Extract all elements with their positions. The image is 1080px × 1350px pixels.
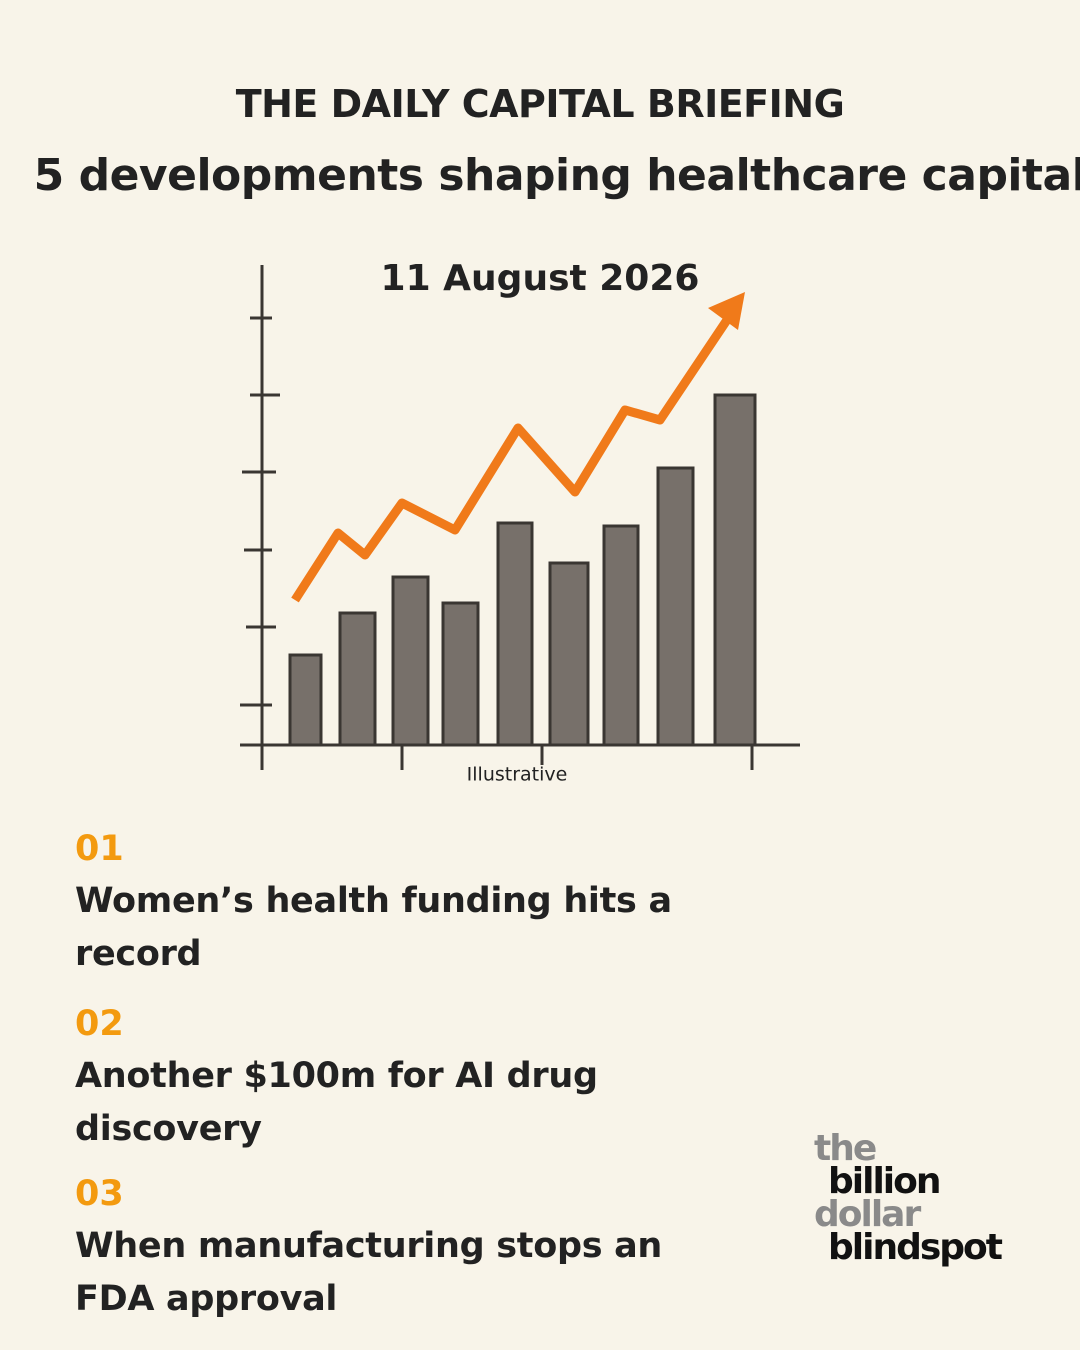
logo-line: dollar: [814, 1194, 921, 1235]
illustration: 11 August 2026 Illustrative: [240, 258, 800, 786]
title: 5 developments shaping healthcare capita…: [33, 150, 1080, 201]
item-number: 03: [75, 1174, 124, 1214]
logo-line: blindspot: [828, 1227, 1003, 1268]
item-number: 02: [75, 1004, 124, 1044]
item: 02 Another $100m for AI drug discovery: [75, 1000, 745, 1156]
item-text: Women’s health funding hits a record: [75, 881, 672, 974]
item: 01 Women’s health funding hits a record: [75, 825, 745, 981]
caption: Illustrative: [467, 764, 568, 786]
logo: the billion dollar blindspot: [814, 1128, 1003, 1268]
trend-line: [291, 305, 739, 603]
kicker: THE DAILY CAPITAL BRIEFING: [235, 82, 845, 126]
item-text: Another $100m for AI drug discovery: [75, 1056, 598, 1149]
arrow-head: [708, 292, 745, 330]
date: 11 August 2026: [381, 258, 700, 299]
logo-line: the: [814, 1128, 877, 1169]
item-number: 01: [75, 829, 124, 869]
item-text: When manufacturing stops an FDA approval: [75, 1226, 663, 1319]
item: 03 When manufacturing stops an FDA appro…: [75, 1170, 745, 1326]
logo-line: billion: [828, 1161, 942, 1202]
axes: [240, 265, 800, 770]
bars: [288, 393, 757, 747]
